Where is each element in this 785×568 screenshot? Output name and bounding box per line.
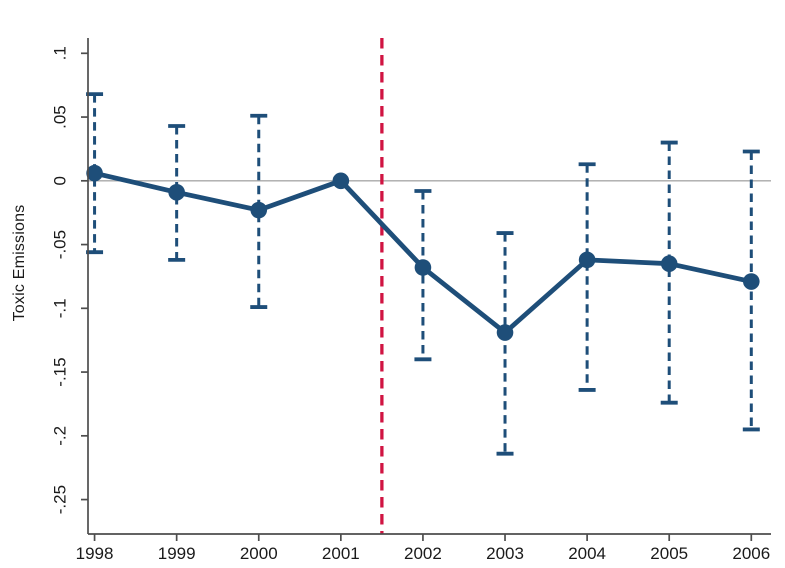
y-tick-label: -.25 (51, 485, 70, 514)
x-tick-label: 2001 (322, 544, 360, 563)
y-axis-title: Toxic Emissions (11, 204, 28, 322)
x-tick-label: 2003 (486, 544, 524, 563)
estimate-point (742, 273, 760, 290)
estimate-point (414, 259, 432, 276)
x-tick-label: 1999 (158, 544, 196, 563)
estimate-point (168, 183, 185, 201)
y-tick-label: .1 (51, 46, 70, 60)
y-tick-label: 0 (51, 176, 70, 185)
x-tick-label: 2000 (240, 544, 278, 563)
y-tick-label: -.15 (51, 357, 70, 386)
x-tick-label: 1998 (76, 544, 114, 563)
estimate-point (578, 251, 596, 269)
x-tick-label: 2005 (650, 544, 688, 563)
x-tick-label: 2004 (568, 544, 606, 563)
estimate-point (496, 324, 514, 341)
y-tick-label: -.1 (51, 298, 70, 318)
x-tick-label: 2002 (404, 544, 442, 563)
y-tick-label: -.05 (51, 230, 70, 259)
x-tick-label: 2006 (732, 544, 770, 563)
estimate-point (332, 172, 350, 190)
estimate-point (250, 201, 268, 219)
estimate-point (86, 164, 103, 182)
y-tick-label: .05 (51, 105, 70, 129)
estimate-point (660, 255, 678, 272)
y-tick-label: -.2 (51, 426, 70, 446)
